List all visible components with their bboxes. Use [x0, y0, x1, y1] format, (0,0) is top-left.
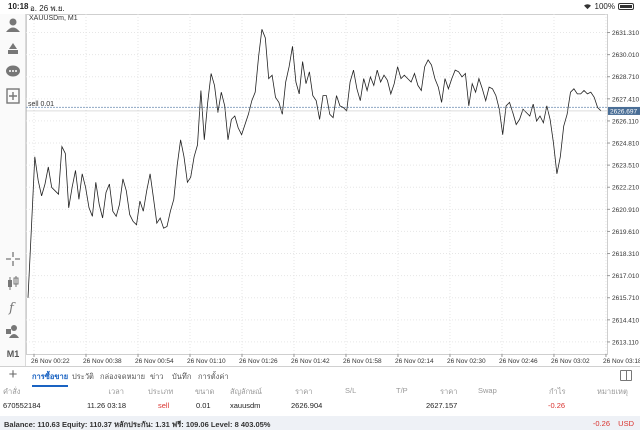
col-symbol: สัญลักษณ์ [230, 387, 263, 396]
y-tick-label: 2624.810 [612, 141, 639, 148]
status-date: อ. 26 พ.ย. [30, 4, 65, 13]
y-tick-label: 2631.310 [612, 30, 639, 37]
battery-percent: 100% [594, 2, 615, 11]
table-row[interactable]: 670552184 11.26 03:18 sell 0.01 xauusdm … [0, 401, 640, 415]
new-order-icon[interactable] [4, 87, 22, 105]
x-tick-label: 26 Nov 01:10 [187, 358, 226, 365]
price-chart[interactable]: 2631.310 2630.010 2628.710 2627.410 2626.110… [26, 14, 640, 366]
indicators-icon[interactable]: f [4, 298, 22, 316]
trade-icon[interactable] [4, 39, 22, 57]
objects-icon[interactable] [4, 322, 22, 340]
y-tick-label: 2628.710 [612, 74, 639, 81]
y-tick-label: 2619.610 [612, 229, 639, 236]
balance-bar: Balance: 110.63 Equity: 110.37 หลักประกั… [0, 416, 640, 430]
layout-icon[interactable] [620, 370, 632, 381]
col-price: ราคา [295, 387, 313, 396]
col-swap: Swap [478, 386, 497, 395]
col-sl: S/L [345, 386, 357, 395]
price-line [27, 29, 602, 298]
y-tick-label: 2615.710 [612, 295, 639, 302]
candles-icon[interactable] [4, 274, 22, 292]
tab-mailbox[interactable]: กล่องจดหมาย [100, 372, 146, 381]
terminal-tabs: + การซื้อขาย ประวัติ กล่องจดหมาย ข่าว บั… [0, 366, 640, 387]
y-tick-label: 2620.910 [612, 207, 639, 214]
col-profit: กำไร [549, 387, 566, 396]
x-tick-label: 26 Nov 02:14 [395, 358, 434, 365]
x-tick-label: 26 Nov 03:02 [551, 358, 590, 365]
row-type: sell [158, 401, 170, 410]
row-time: 11.26 03:18 [87, 401, 127, 410]
y-tick-label: 2623.510 [612, 163, 639, 170]
chart-svg: 2631.310 2630.010 2628.710 2627.410 2626.110… [26, 14, 640, 365]
col-order: คำสั่ง [3, 387, 21, 396]
x-tick-label: 26 Nov 00:38 [83, 358, 122, 365]
col-tp: T/P [396, 386, 408, 395]
status-right: 100% [583, 2, 634, 11]
row-order: 670552184 [3, 401, 41, 410]
x-tick-label: 26 Nov 00:22 [31, 358, 70, 365]
row-price: 2626.904 [291, 401, 323, 410]
timeframe-button[interactable]: M1 [6, 349, 20, 359]
tab-history[interactable]: ประวัติ [72, 372, 94, 381]
price-badge-label: 2626.697 [610, 108, 637, 115]
orders-table-header: คำสั่ง เวลา ประเภท ขนาด สัญลักษณ์ ราคา S… [0, 386, 640, 398]
y-tick-label: 2630.010 [612, 52, 639, 59]
col-comment: หมายเหตุ [597, 387, 628, 396]
wifi-icon [583, 4, 591, 10]
price-badge [608, 106, 640, 115]
x-tick-label: 26 Nov 00:54 [135, 358, 174, 365]
col-current-price: ราคา [440, 387, 458, 396]
left-toolbar: f M1 [0, 14, 26, 366]
x-tick-label: 26 Nov 02:46 [499, 358, 538, 365]
add-icon[interactable]: + [8, 366, 18, 383]
plot-border [26, 14, 608, 355]
col-time: เวลา [108, 387, 124, 396]
tab-journal[interactable]: บันทึก [172, 372, 192, 381]
row-current-price: 2627.157 [426, 401, 458, 410]
x-tick-label: 26 Nov 02:30 [447, 358, 486, 365]
y-tick-label: 2626.110 [612, 118, 639, 125]
col-volume: ขนาด [195, 387, 215, 396]
tab-news[interactable]: ข่าว [150, 372, 164, 381]
x-tick-label: 26 Nov 01:26 [239, 358, 278, 365]
y-tick-label: 2622.210 [612, 185, 639, 192]
chat-icon[interactable] [4, 63, 22, 81]
row-symbol: xauusdm [230, 401, 261, 410]
order-line-label: sell 0.01 [28, 101, 55, 108]
account-icon[interactable] [4, 16, 22, 34]
row-profit: -0.26 [548, 401, 566, 410]
battery-icon [618, 3, 634, 10]
chart-symbol: XAUUSDm, M1 [29, 15, 78, 22]
x-tick-label: 26 Nov 01:58 [343, 358, 382, 365]
tab-settings[interactable]: การตั้งค่า [198, 372, 229, 381]
currency: USD [618, 419, 634, 428]
col-type: ประเภท [148, 387, 174, 396]
total-profit: -0.26 [592, 419, 610, 428]
status-bar: 10:18 อ. 26 พ.ย. 100% [0, 0, 640, 14]
status-time: 10:18 [8, 2, 29, 11]
y-tick-label: 2613.110 [612, 339, 639, 346]
crosshair-icon[interactable] [4, 250, 22, 268]
row-volume: 0.01 [196, 401, 211, 410]
y-tick-label: 2627.410 [612, 96, 639, 103]
x-tick-label: 26 Nov 01:42 [291, 358, 330, 365]
balance-text: Balance: 110.63 Equity: 110.37 หลักประกั… [4, 420, 271, 429]
x-tick-label: 26 Nov 03:18 [603, 358, 640, 365]
y-tick-label: 2614.410 [612, 317, 639, 324]
svg-text:f: f [8, 301, 16, 315]
y-tick-label: 2618.310 [612, 251, 639, 258]
tab-trade[interactable]: การซื้อขาย [32, 372, 69, 387]
y-tick-label: 2617.010 [612, 273, 639, 280]
